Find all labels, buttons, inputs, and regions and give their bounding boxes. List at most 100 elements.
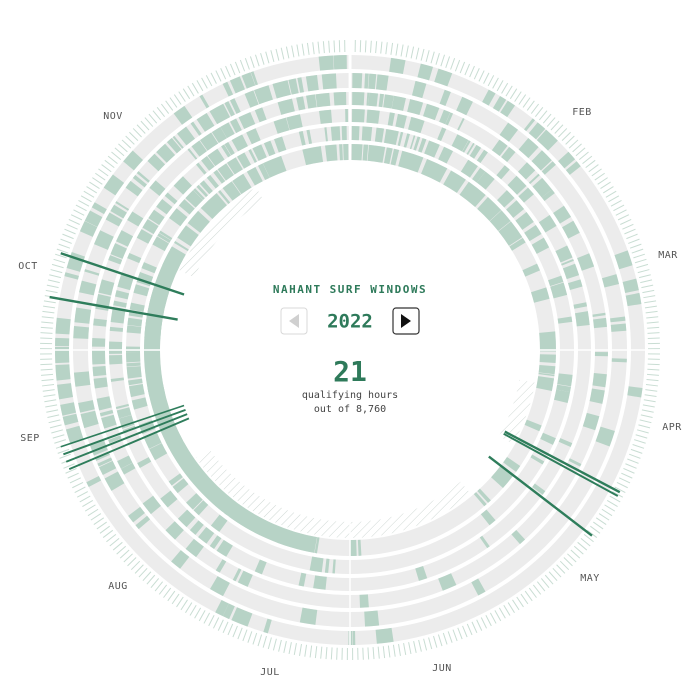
hour-block (306, 94, 317, 109)
day-tick (558, 128, 568, 138)
hour-block (224, 101, 235, 117)
hour-block (302, 146, 324, 166)
hour-block (434, 68, 453, 87)
hour-block (538, 372, 555, 377)
hour-block (232, 568, 242, 582)
day-tick (382, 646, 386, 659)
day-tick (336, 647, 338, 660)
day-tick (288, 642, 292, 655)
hour-block (366, 109, 380, 124)
hour-block (577, 253, 595, 271)
day-tick (418, 639, 422, 652)
hour-block (164, 192, 178, 205)
qualifying-hour (65, 413, 188, 463)
hour-block (562, 220, 580, 239)
day-tick (577, 541, 588, 551)
day-tick (239, 59, 246, 72)
day-tick (636, 263, 649, 269)
day-tick (645, 389, 658, 392)
day-tick (462, 625, 468, 638)
qualifying-hour (60, 404, 185, 448)
day-tick (176, 596, 184, 608)
hour-block (539, 331, 556, 352)
day-tick (232, 625, 238, 638)
day-tick (144, 117, 154, 127)
day-tick (40, 368, 53, 371)
day-tick (40, 363, 53, 366)
hour-block (531, 287, 550, 303)
hour-block (189, 520, 204, 535)
hour-block (211, 126, 227, 144)
day-tick (180, 599, 188, 611)
hour-block (536, 376, 555, 392)
day-tick (299, 643, 302, 656)
day-tick (561, 131, 571, 142)
hour-block (390, 148, 400, 166)
day-tick (646, 316, 659, 319)
day-tick (646, 373, 660, 376)
hour-block (209, 535, 222, 549)
hour-block (383, 94, 394, 109)
day-tick (249, 56, 255, 68)
hour-block (391, 95, 406, 111)
hour-block (532, 483, 546, 495)
day-tick (40, 332, 53, 334)
day-tick (503, 604, 511, 616)
hour-block (538, 215, 557, 233)
hour-block (252, 144, 267, 161)
day-tick (59, 453, 71, 459)
prev-year-button[interactable] (280, 307, 308, 335)
day-tick (312, 42, 315, 55)
next-year-button[interactable] (392, 307, 420, 335)
hour-block (309, 556, 324, 573)
day-tick (65, 468, 77, 474)
hour-block (210, 576, 230, 597)
hour-block (128, 312, 144, 318)
day-tick (588, 164, 599, 173)
day-tick (41, 316, 54, 319)
hour-block (109, 341, 123, 354)
hour-block (592, 373, 607, 388)
qualifying-count: 21 (333, 355, 367, 388)
day-tick (572, 143, 582, 153)
hour-block (324, 558, 330, 573)
day-tick (522, 97, 531, 108)
day-tick (604, 504, 616, 512)
hour-block (57, 383, 73, 400)
day-tick (136, 124, 146, 134)
day-tick (62, 233, 74, 240)
day-tick (102, 529, 114, 538)
hour-block (298, 131, 306, 146)
hour-block (582, 412, 600, 431)
day-tick (520, 593, 529, 605)
day-tick (454, 59, 461, 72)
hour-block (595, 426, 615, 447)
hour-block (172, 135, 184, 149)
hour-block (489, 210, 511, 232)
hour-block (511, 529, 526, 545)
day-tick (435, 53, 440, 65)
hour-block (117, 455, 133, 469)
day-tick (613, 204, 625, 212)
hour-block (477, 488, 491, 503)
hour-block (156, 143, 176, 163)
qualifying-hour (60, 252, 185, 296)
day-tick (627, 458, 639, 464)
day-tick (99, 525, 110, 534)
hour-block (622, 278, 639, 293)
hour-block (116, 230, 134, 247)
day-tick (554, 124, 564, 134)
hour-block (65, 425, 84, 445)
hour-block (536, 129, 558, 151)
qualifying-hour (488, 455, 593, 537)
hour-block (128, 383, 145, 398)
hour-block (594, 352, 608, 357)
hour-block (73, 371, 91, 387)
hour-block (171, 550, 190, 569)
hour-block (351, 109, 365, 123)
day-tick (182, 88, 191, 100)
hour-block (625, 292, 642, 307)
hour-block (84, 269, 100, 276)
hour-block (352, 630, 356, 645)
day-tick (140, 120, 150, 131)
